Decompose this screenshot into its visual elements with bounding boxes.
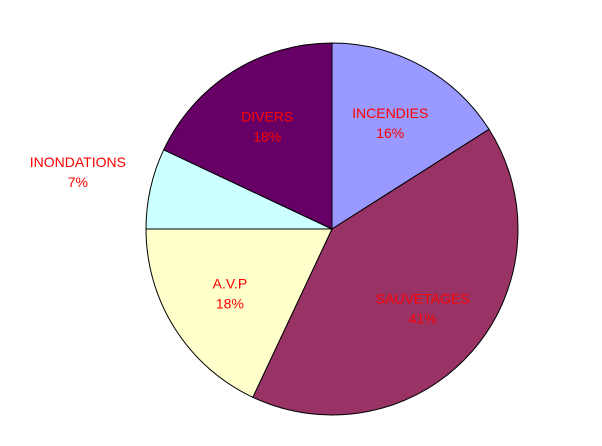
- slice-value-label: 7%: [68, 174, 88, 190]
- slice-value-label: 16%: [376, 125, 404, 141]
- slice-label: A.V.P: [213, 275, 248, 291]
- slice-label: INCENDIES: [352, 105, 428, 121]
- slice-label: SAUVETAGES: [376, 291, 470, 307]
- pie-slice: [145, 228, 333, 398]
- pie-slice: [331, 42, 490, 230]
- pie-slice: [163, 42, 333, 230]
- slice-label: DIVERS: [241, 109, 293, 125]
- pie-slice: [252, 128, 519, 416]
- slice-label: INONDATIONS: [30, 154, 126, 170]
- slice-value-label: 41%: [409, 311, 437, 327]
- slice-value-label: 18%: [253, 129, 281, 145]
- slice-value-label: 18%: [216, 295, 244, 311]
